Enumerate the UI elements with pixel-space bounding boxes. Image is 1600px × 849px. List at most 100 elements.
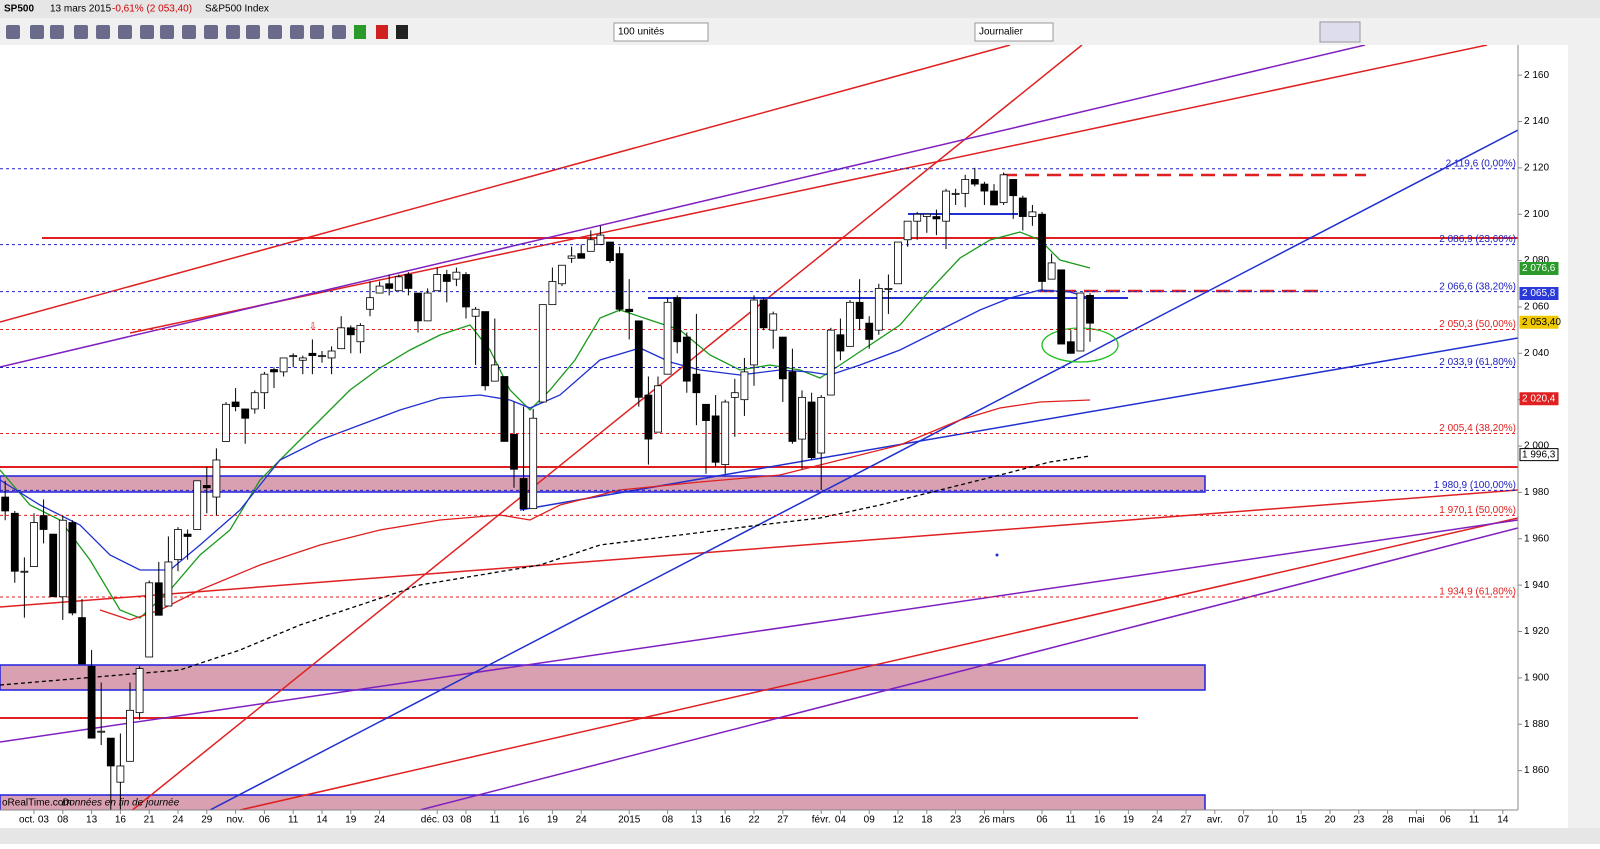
x-tick-label: 14	[316, 815, 328, 826]
x-tick-label: oct. 03	[19, 815, 49, 826]
candle-body	[385, 283, 394, 289]
fib-label: 2 005,4 (38,20%)	[1439, 423, 1516, 434]
candle-body	[356, 325, 365, 343]
size-select-text: 100 unités	[618, 27, 664, 38]
x-tick-label: 04	[835, 815, 847, 826]
x-tick-label: 07	[1238, 815, 1250, 826]
x-axis-band	[0, 810, 1568, 828]
x-tick-label: 15	[1296, 815, 1308, 826]
candle-body	[942, 190, 950, 222]
candle-body	[644, 394, 653, 440]
x-tick-label: 08	[460, 815, 472, 826]
candle-body	[231, 401, 240, 408]
candle-body	[558, 264, 566, 285]
candle-body	[116, 765, 125, 783]
x-tick-label: 24	[576, 815, 588, 826]
x-tick-label: mai	[1408, 815, 1424, 826]
candle-body	[1086, 294, 1094, 324]
period-select-text: Journalier	[979, 27, 1024, 38]
symbol: SP500	[4, 4, 34, 15]
candle-body	[836, 334, 845, 352]
candle-body	[78, 617, 86, 665]
candle-body	[490, 364, 499, 382]
candle-body	[471, 308, 480, 317]
y-tick-label: 1 860	[1524, 765, 1549, 776]
candle-body	[615, 253, 624, 310]
candle-body	[586, 239, 595, 252]
candle-body	[1057, 269, 1066, 345]
candle-body	[596, 234, 605, 245]
candle-body	[106, 737, 115, 767]
candle-body	[1018, 197, 1027, 217]
candle-body	[346, 327, 355, 336]
x-tick-label: 11	[288, 815, 299, 826]
candle-body	[39, 515, 48, 530]
period-select[interactable]	[974, 22, 1054, 42]
x-tick-label: 11	[490, 815, 501, 826]
x-tick-label: 06	[1440, 815, 1452, 826]
candle-body	[961, 179, 970, 194]
x-tick-label: 16	[720, 815, 732, 826]
candle-body	[999, 174, 1008, 204]
candle-body	[634, 320, 643, 398]
candle-body	[606, 241, 614, 261]
candle-body	[327, 350, 336, 359]
date: 13 mars 2015	[50, 4, 112, 15]
candle-body	[692, 373, 701, 394]
price-tag	[1519, 392, 1559, 406]
fib-label: 2 066,6 (38,20%)	[1439, 281, 1516, 292]
chart-style-button[interactable]	[1319, 21, 1361, 43]
candle-body	[241, 408, 250, 419]
x-tick-label: 16	[518, 815, 530, 826]
candle-body	[1047, 262, 1056, 280]
candles	[1, 167, 1094, 810]
fib-label: 1 934,9 (61,80%)	[1439, 587, 1516, 598]
x-tick-label: 10	[1267, 815, 1279, 826]
candle-body	[625, 308, 634, 312]
toolbar-icons[interactable]	[6, 25, 408, 39]
status-bar	[0, 828, 1600, 844]
price-tag-label: 2 020,4	[1522, 393, 1556, 404]
candle-body	[980, 183, 989, 192]
candle-body	[702, 403, 710, 421]
svg-text:⇩: ⇩	[309, 322, 317, 333]
candle-body	[433, 274, 442, 292]
candle-body	[567, 255, 576, 259]
candle-body	[826, 329, 835, 396]
x-tick-label: nov.	[227, 815, 245, 826]
candle-body	[164, 561, 173, 607]
x-tick-label: 26	[979, 815, 991, 826]
x-tick-label: févr.	[812, 815, 831, 826]
size-select[interactable]	[613, 22, 709, 42]
candle-body	[846, 301, 854, 347]
candle-body	[462, 274, 470, 308]
candle-body	[759, 299, 768, 329]
candle-body	[126, 709, 134, 762]
x-tick-label: 21	[144, 815, 156, 826]
candle-body	[519, 478, 528, 510]
candle-body	[500, 376, 509, 442]
candle-body	[529, 417, 538, 510]
candle-body	[817, 396, 826, 454]
candle-body	[577, 253, 586, 259]
x-tick-label: 19	[345, 815, 357, 826]
x-tick-label: avr.	[1207, 815, 1223, 826]
candle-body	[289, 355, 298, 358]
candle-body	[298, 357, 307, 361]
x-tick-label: 16	[1094, 815, 1106, 826]
candle-body	[222, 403, 230, 442]
candle-body	[874, 288, 883, 331]
x-tick-label: 06	[1036, 815, 1048, 826]
candle-body	[442, 274, 451, 282]
y-tick-label: 1 900	[1524, 673, 1549, 684]
candle-body	[778, 336, 787, 380]
candle-body	[711, 415, 720, 463]
x-tick-label: 24	[1152, 815, 1164, 826]
drawings: ⇩	[0, 45, 1518, 810]
candle-body	[884, 288, 893, 290]
candle-body	[922, 213, 931, 217]
candle-body	[548, 281, 557, 306]
candle-body	[865, 322, 874, 340]
candle-body	[730, 392, 739, 398]
x-tick-label: 13	[86, 815, 98, 826]
